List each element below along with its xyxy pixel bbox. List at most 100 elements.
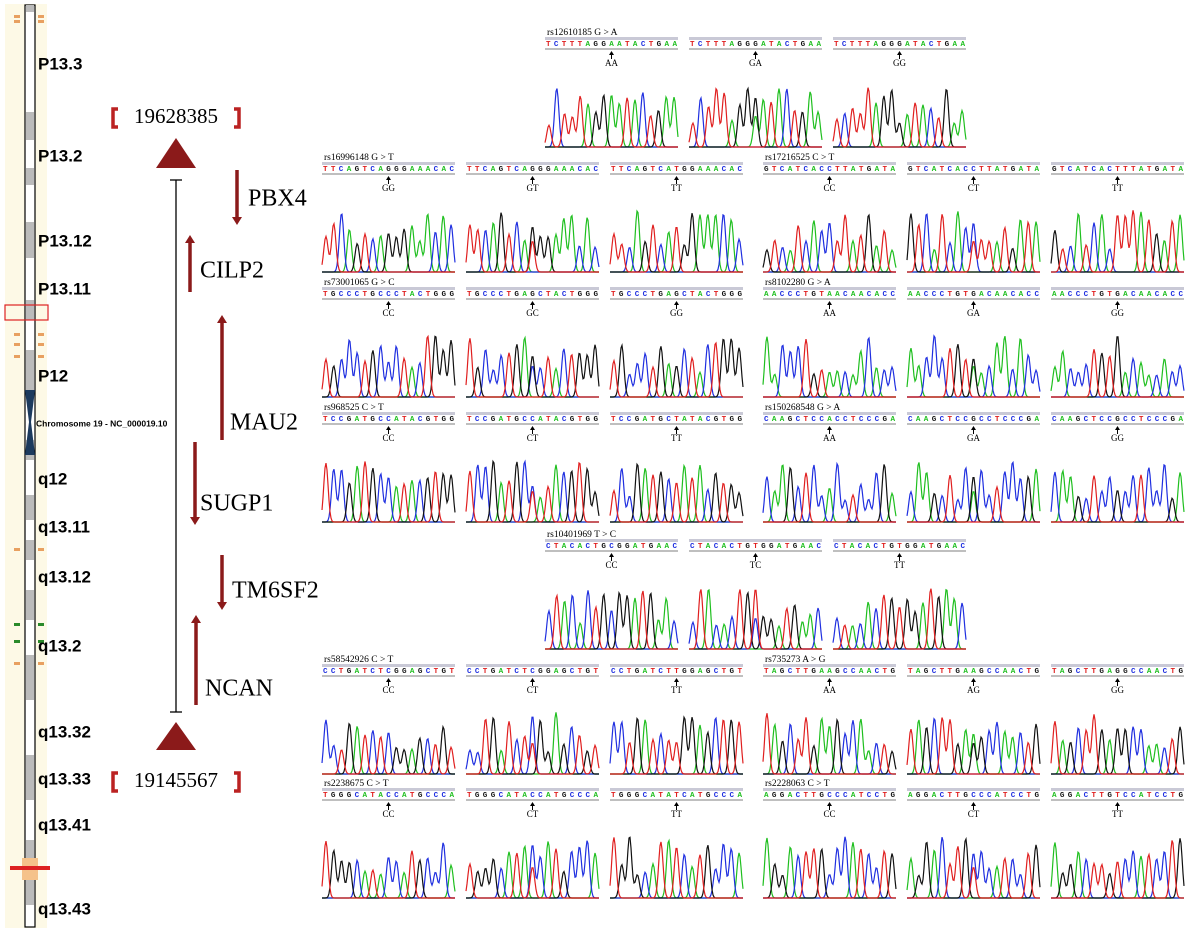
trace bbox=[688, 607, 823, 650]
snp-arrowhead bbox=[1115, 426, 1120, 430]
sequence-bar bbox=[466, 788, 599, 791]
marker bbox=[38, 640, 44, 643]
sequence-bar bbox=[907, 664, 1040, 667]
sequence-bar bbox=[322, 788, 455, 791]
sequence-bar bbox=[466, 412, 599, 415]
trace bbox=[466, 857, 599, 899]
snp-arrowhead bbox=[609, 51, 614, 55]
band-shade bbox=[26, 755, 34, 800]
trace bbox=[465, 848, 599, 899]
genotype: AA bbox=[605, 58, 618, 68]
band-label: P12 bbox=[38, 366, 68, 385]
sequence-bar bbox=[322, 287, 455, 290]
snp-arrowhead bbox=[753, 51, 758, 55]
band-label: P13.11 bbox=[38, 279, 91, 298]
trace bbox=[1051, 474, 1184, 523]
trace bbox=[1050, 349, 1184, 398]
trace bbox=[907, 836, 1041, 899]
trace bbox=[610, 362, 743, 398]
genotype: CC bbox=[605, 560, 617, 570]
trace bbox=[1051, 349, 1184, 398]
marker bbox=[14, 343, 20, 346]
trace bbox=[545, 88, 678, 148]
gene-label: CILP2 bbox=[200, 258, 264, 284]
band-shade bbox=[26, 222, 34, 258]
sequence-bar bbox=[466, 664, 599, 667]
trace bbox=[322, 468, 455, 523]
snp-label: rs8102280 G > A bbox=[765, 278, 831, 288]
trace bbox=[762, 713, 896, 775]
trace bbox=[1051, 726, 1184, 775]
band-label: q13.2 bbox=[38, 636, 81, 655]
trace bbox=[609, 716, 743, 775]
trace bbox=[907, 723, 1041, 775]
trace bbox=[322, 335, 456, 398]
snp-arrowhead bbox=[386, 176, 391, 180]
snp-arrowhead bbox=[386, 802, 391, 806]
trace bbox=[1051, 222, 1184, 273]
sequence-bar bbox=[545, 37, 678, 40]
trace bbox=[763, 472, 896, 523]
snp-arrowhead bbox=[530, 678, 535, 682]
snp-arrowhead bbox=[674, 176, 679, 180]
snp-arrowhead bbox=[674, 678, 679, 682]
band-shade bbox=[26, 880, 34, 905]
marker bbox=[10, 866, 50, 870]
snp-arrowhead bbox=[386, 426, 391, 430]
snp-arrowhead bbox=[897, 553, 902, 557]
marker bbox=[14, 640, 20, 643]
marker bbox=[14, 662, 20, 665]
trace bbox=[1051, 356, 1185, 398]
trace bbox=[763, 720, 896, 775]
snp-arrowhead bbox=[674, 802, 679, 806]
trace bbox=[1050, 714, 1184, 775]
marker bbox=[14, 20, 20, 23]
marker bbox=[38, 548, 44, 551]
region-highlight bbox=[4, 304, 49, 321]
snp-label: rs968525 C > T bbox=[324, 403, 384, 413]
bracket bbox=[111, 107, 241, 129]
trace bbox=[322, 722, 455, 775]
band-label: P13.12 bbox=[38, 231, 92, 250]
trace bbox=[907, 846, 1040, 899]
trace bbox=[545, 596, 678, 650]
trace bbox=[322, 213, 456, 273]
trace bbox=[1051, 336, 1184, 398]
trace bbox=[322, 365, 455, 398]
region-pointer bbox=[156, 722, 196, 750]
genotype: CT bbox=[527, 809, 539, 819]
genotype: CC bbox=[823, 183, 835, 193]
genotype: TT bbox=[671, 433, 682, 443]
snp-label: rs12610185 G > A bbox=[547, 28, 618, 38]
genotype: GT bbox=[527, 183, 539, 193]
snp-arrowhead bbox=[1115, 176, 1120, 180]
trace bbox=[907, 717, 1040, 775]
sequence-bar bbox=[907, 162, 1040, 165]
trace bbox=[610, 719, 743, 775]
sequence-bar bbox=[907, 788, 1040, 791]
snp-label: rs73001065 G > C bbox=[324, 278, 395, 288]
trace bbox=[321, 840, 455, 899]
snp-arrowhead bbox=[827, 176, 832, 180]
trace bbox=[610, 344, 743, 398]
band-label: q13.12 bbox=[38, 567, 91, 586]
trace bbox=[1051, 211, 1185, 273]
sequence-bar bbox=[610, 287, 743, 290]
snp-label: rs2238675 C > T bbox=[324, 779, 389, 789]
marker bbox=[14, 355, 20, 358]
trace bbox=[466, 459, 599, 523]
snp-label: rs2228063 C > T bbox=[765, 779, 830, 789]
genotype: TT bbox=[1112, 809, 1123, 819]
trace bbox=[610, 715, 743, 775]
band-label: q13.41 bbox=[38, 815, 91, 834]
trace bbox=[907, 474, 1040, 523]
gene-arrowhead bbox=[232, 217, 242, 225]
snp-arrowhead bbox=[609, 553, 614, 557]
